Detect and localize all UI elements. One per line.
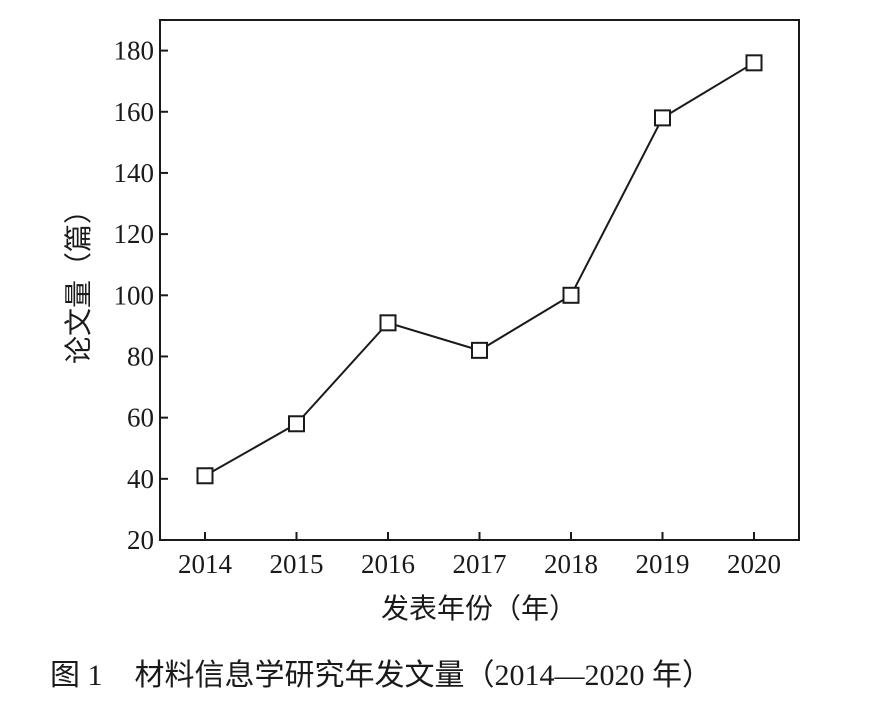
data-point-marker (379, 314, 397, 332)
figure-caption: 图 1 材料信息学研究年发文量（2014—2020 年） (50, 650, 712, 694)
figure-title: 材料信息学研究年发文量（2014—2020 年） (134, 659, 713, 692)
x-tick-label: 2014 (178, 549, 233, 579)
y-axis-title: 论文量（篇） (63, 196, 95, 364)
data-series (196, 54, 763, 485)
x-tick-label: 2017 (453, 549, 507, 579)
x-tick-label: 2018 (544, 549, 598, 579)
y-tick-label: 180 (114, 36, 155, 66)
y-tick-label: 60 (127, 403, 154, 433)
y-tick-label: 120 (114, 219, 155, 249)
x-tick-label: 2016 (361, 549, 415, 579)
x-tick-label: 2019 (636, 549, 690, 579)
x-axis: 2014 2015 2016 2017 2018 2019 2020 (178, 532, 781, 579)
x-tick-label: 2015 (270, 549, 324, 579)
data-point-marker (471, 341, 488, 359)
y-tick-label: 140 (114, 158, 155, 188)
x-axis-title: 发表年份（年） (381, 593, 577, 625)
data-point-marker (196, 467, 214, 485)
data-point-marker (654, 109, 671, 127)
x-tick-label: 2020 (727, 549, 781, 579)
data-point-marker (562, 286, 580, 304)
figure-label: 图 1 (50, 659, 103, 692)
data-point-marker (288, 415, 305, 433)
y-tick-label: 160 (114, 97, 155, 127)
data-point-marker (745, 54, 763, 72)
y-tick-label: 100 (114, 280, 155, 310)
y-axis: 20 40 60 80 100 120 140 160 180 (114, 36, 168, 555)
line-chart: 20 40 60 80 100 120 140 160 180 2014 2015 2016 2017… (63, 19, 800, 625)
plot-frame (159, 19, 800, 541)
plot-area (159, 19, 800, 541)
y-tick-label: 40 (127, 464, 154, 494)
series-line (204, 61, 755, 477)
y-tick-label: 80 (127, 341, 154, 371)
y-tick-label: 20 (127, 525, 154, 555)
